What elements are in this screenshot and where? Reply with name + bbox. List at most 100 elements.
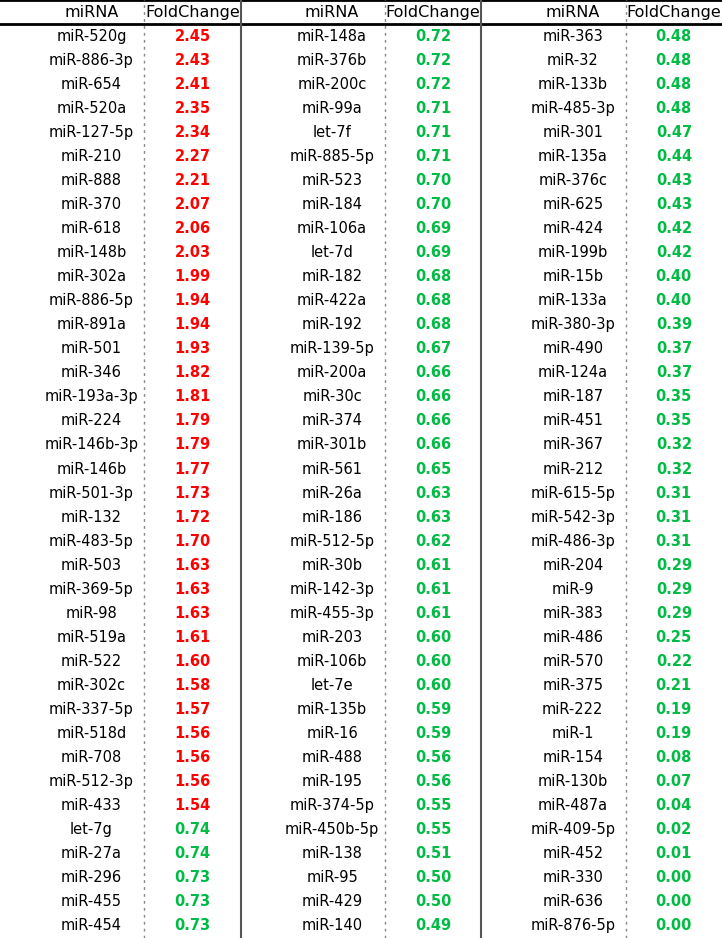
Text: miR-26a: miR-26a xyxy=(302,486,362,501)
Text: 0.29: 0.29 xyxy=(656,606,692,621)
Text: miR-199b: miR-199b xyxy=(538,245,608,260)
Text: miR-200a: miR-200a xyxy=(297,365,367,380)
Text: 0.48: 0.48 xyxy=(656,77,692,92)
Text: miR-615-5p: miR-615-5p xyxy=(531,486,615,501)
Text: 0.66: 0.66 xyxy=(415,365,451,380)
Text: miR-203: miR-203 xyxy=(302,629,362,644)
Text: 0.60: 0.60 xyxy=(415,629,451,644)
Text: 0.73: 0.73 xyxy=(175,918,211,933)
Text: 2.27: 2.27 xyxy=(175,149,211,164)
Text: miR-451: miR-451 xyxy=(542,414,604,429)
Text: miR-193a-3p: miR-193a-3p xyxy=(45,389,139,404)
Text: 0.56: 0.56 xyxy=(415,774,451,789)
Text: 1.70: 1.70 xyxy=(175,534,211,549)
Text: miR-127-5p: miR-127-5p xyxy=(49,125,134,140)
Text: miR-98: miR-98 xyxy=(66,606,118,621)
Text: 0.74: 0.74 xyxy=(175,823,211,838)
Text: 0.02: 0.02 xyxy=(656,823,692,838)
Text: miR-452: miR-452 xyxy=(542,846,604,861)
Text: 2.06: 2.06 xyxy=(175,221,211,236)
Text: miR-133a: miR-133a xyxy=(538,294,608,309)
Text: miR-455: miR-455 xyxy=(61,895,122,910)
Text: let-7e: let-7e xyxy=(310,678,354,693)
Text: miR-483-5p: miR-483-5p xyxy=(49,534,134,549)
Text: 0.65: 0.65 xyxy=(415,461,451,477)
Text: 2.41: 2.41 xyxy=(175,77,211,92)
Text: 0.48: 0.48 xyxy=(656,100,692,115)
Text: miR-542-3p: miR-542-3p xyxy=(531,509,615,524)
Text: miR-486-3p: miR-486-3p xyxy=(531,534,615,549)
Text: miR-625: miR-625 xyxy=(542,197,604,212)
Text: 0.56: 0.56 xyxy=(415,750,451,765)
Text: miR-433: miR-433 xyxy=(61,798,122,813)
Text: 0.32: 0.32 xyxy=(656,461,692,477)
Text: 0.49: 0.49 xyxy=(415,918,451,933)
Text: miR-346: miR-346 xyxy=(61,365,122,380)
Text: 0.25: 0.25 xyxy=(656,629,692,644)
Text: 0.22: 0.22 xyxy=(656,654,692,669)
Text: miR-374-5p: miR-374-5p xyxy=(290,798,375,813)
Text: miR-450b-5p: miR-450b-5p xyxy=(285,823,379,838)
Text: miR-142-3p: miR-142-3p xyxy=(290,582,375,597)
Text: 0.71: 0.71 xyxy=(415,149,451,164)
Text: 0.74: 0.74 xyxy=(175,846,211,861)
Text: miR-337-5p: miR-337-5p xyxy=(49,702,134,717)
Text: 0.66: 0.66 xyxy=(415,437,451,452)
Text: 0.67: 0.67 xyxy=(415,341,451,356)
Text: 0.35: 0.35 xyxy=(656,389,692,404)
Text: 1.94: 1.94 xyxy=(175,317,211,332)
Text: 1.82: 1.82 xyxy=(175,365,211,380)
Text: miR-187: miR-187 xyxy=(542,389,604,404)
Text: 0.01: 0.01 xyxy=(656,846,692,861)
Text: miR-429: miR-429 xyxy=(302,895,362,910)
Text: miR-95: miR-95 xyxy=(306,870,358,885)
Text: miR-520a: miR-520a xyxy=(56,100,126,115)
Text: miR-454: miR-454 xyxy=(61,918,122,933)
Text: miR-375: miR-375 xyxy=(542,678,604,693)
Text: 0.51: 0.51 xyxy=(415,846,451,861)
Text: 0.61: 0.61 xyxy=(415,582,451,597)
Text: miR-522: miR-522 xyxy=(61,654,122,669)
Text: 0.63: 0.63 xyxy=(415,509,451,524)
Text: 0.37: 0.37 xyxy=(656,341,692,356)
Text: miR-210: miR-210 xyxy=(61,149,122,164)
Text: miR-296: miR-296 xyxy=(61,870,122,885)
Text: 0.68: 0.68 xyxy=(415,317,451,332)
Text: 1.56: 1.56 xyxy=(175,774,211,789)
Text: miR-106a: miR-106a xyxy=(297,221,367,236)
Text: miR-146b-3p: miR-146b-3p xyxy=(45,437,139,452)
Text: miR-30c: miR-30c xyxy=(303,389,362,404)
Text: miR-523: miR-523 xyxy=(302,173,362,188)
Text: miR-30b: miR-30b xyxy=(302,558,362,573)
Text: 1.99: 1.99 xyxy=(175,269,211,284)
Text: 1.93: 1.93 xyxy=(175,341,211,356)
Text: miR-1: miR-1 xyxy=(552,726,594,741)
Text: miR-383: miR-383 xyxy=(542,606,603,621)
Text: 2.03: 2.03 xyxy=(175,245,211,260)
Text: 0.35: 0.35 xyxy=(656,414,692,429)
Text: miR-139-5p: miR-139-5p xyxy=(290,341,375,356)
Text: miR-367: miR-367 xyxy=(542,437,604,452)
Text: miR-455-3p: miR-455-3p xyxy=(290,606,375,621)
Text: 0.72: 0.72 xyxy=(415,28,451,43)
Text: miR-370: miR-370 xyxy=(61,197,122,212)
Text: 0.07: 0.07 xyxy=(656,774,692,789)
Text: miR-138: miR-138 xyxy=(302,846,362,861)
Text: 0.43: 0.43 xyxy=(656,197,692,212)
Text: miR-130b: miR-130b xyxy=(538,774,608,789)
Text: miR-363: miR-363 xyxy=(542,28,603,43)
Text: 1.72: 1.72 xyxy=(175,509,211,524)
Text: 1.60: 1.60 xyxy=(175,654,211,669)
Text: 0.31: 0.31 xyxy=(656,486,692,501)
Text: 0.61: 0.61 xyxy=(415,606,451,621)
Text: miR-212: miR-212 xyxy=(542,461,604,477)
Text: miR-148b: miR-148b xyxy=(56,245,126,260)
Text: miR-512-5p: miR-512-5p xyxy=(290,534,375,549)
Text: miR-886-3p: miR-886-3p xyxy=(49,53,134,68)
Text: miR-200c: miR-200c xyxy=(297,77,367,92)
Text: miR-135a: miR-135a xyxy=(538,149,608,164)
Text: miR-301: miR-301 xyxy=(542,125,604,140)
Text: 0.59: 0.59 xyxy=(415,702,451,717)
Text: miR-148a: miR-148a xyxy=(297,28,367,43)
Text: miR-99a: miR-99a xyxy=(302,100,362,115)
